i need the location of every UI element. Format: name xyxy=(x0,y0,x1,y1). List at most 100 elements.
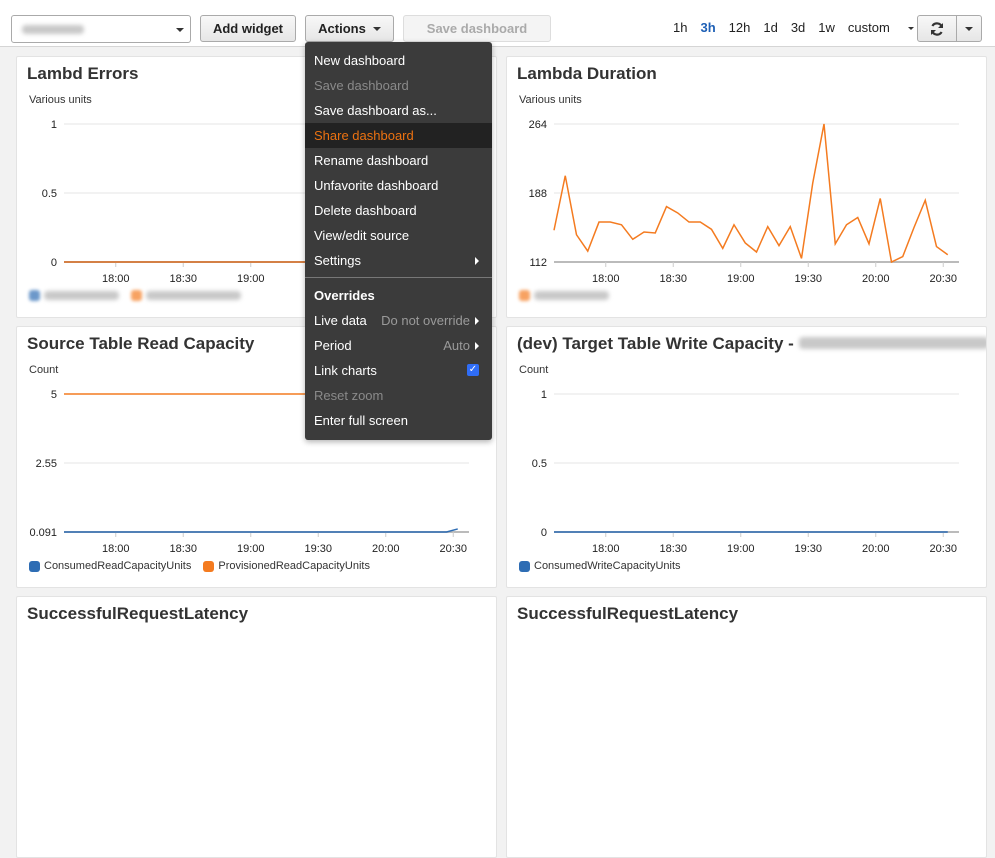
x-tick-label: 19:00 xyxy=(237,543,265,555)
series-line-0 xyxy=(64,528,458,533)
live-data-label: Live data xyxy=(314,313,367,328)
chevron-right-icon xyxy=(475,317,479,325)
chart[interactable]: 1 0.5 0 18:00 18:30 19:00 19:30 20:00 20:30 xyxy=(507,327,987,557)
link-charts-label: Link charts xyxy=(314,363,377,378)
add-widget-button[interactable]: Add widget xyxy=(200,15,296,42)
x-tick-label: 19:30 xyxy=(794,543,822,555)
legend xyxy=(29,290,249,301)
x-tick-label: 18:00 xyxy=(102,543,130,555)
y-axis-unit: Various units xyxy=(29,94,92,106)
range-1h[interactable]: 1h xyxy=(673,20,688,35)
menu-new-dashboard[interactable]: New dashboard xyxy=(314,53,406,68)
x-tick-label: 20:30 xyxy=(439,543,467,555)
y-tick-label: 0 xyxy=(51,257,57,269)
range-12h[interactable]: 12h xyxy=(728,20,751,35)
y-tick-label: 1 xyxy=(51,119,57,131)
x-tick-label: 19:30 xyxy=(304,543,332,555)
refresh-button[interactable] xyxy=(917,15,957,42)
x-tick-label: 18:30 xyxy=(659,273,687,285)
range-3h[interactable]: 3h xyxy=(700,20,716,35)
legend-swatch[interactable] xyxy=(131,290,142,301)
x-tick-label: 20:00 xyxy=(372,543,400,555)
legend-swatch[interactable] xyxy=(203,560,215,572)
legend-swatch[interactable] xyxy=(519,290,530,301)
menu-view-edit-source[interactable]: View/edit source xyxy=(314,228,410,243)
menu-divider xyxy=(305,277,492,278)
range-1d[interactable]: 1d xyxy=(763,20,778,35)
widget-title: SuccessfulRequestLatency xyxy=(517,604,739,623)
chevron-down-icon xyxy=(907,27,914,31)
chart[interactable]: 264 188 112 18:00 18:30 19:00 19:30 20:00 20:30 xyxy=(507,57,987,287)
legend-label[interactable]: ConsumedWriteCapacityUnits xyxy=(534,560,681,572)
legend: ConsumedWriteCapacityUnits xyxy=(519,560,689,572)
y-tick-label: 112 xyxy=(529,257,547,269)
y-tick-label: 0.5 xyxy=(42,188,57,200)
menu-save-dashboard: Save dashboard xyxy=(314,78,409,93)
widget-title: Lambd Errors xyxy=(27,64,138,84)
widget-title: Source Table Read Capacity xyxy=(27,334,254,354)
period-label: Period xyxy=(314,338,352,353)
chevron-down-icon xyxy=(965,26,973,31)
widget-successful-request-latency-2: SuccessfulRequestLatency xyxy=(506,596,987,858)
settings-label: Settings xyxy=(314,253,361,268)
legend-swatch[interactable] xyxy=(519,560,530,572)
menu-unfavorite-dashboard[interactable]: Unfavorite dashboard xyxy=(314,178,439,193)
menu-period[interactable]: Period Auto xyxy=(305,333,492,358)
widget-1: Lambda Duration Various units 264 188 112 18:… xyxy=(506,56,987,318)
x-tick-label: 18:30 xyxy=(169,543,197,555)
range-custom[interactable]: custom xyxy=(848,20,927,35)
y-tick-label: 0.091 xyxy=(29,527,57,539)
toolbar: Add widget Actions Save dashboard 1h 3h … xyxy=(0,0,995,47)
period-value: Auto xyxy=(443,338,470,353)
legend-label[interactable] xyxy=(44,291,119,300)
time-range-selector: 1h 3h 12h 1d 3d 1w custom xyxy=(673,20,940,35)
menu-delete-dashboard[interactable]: Delete dashboard xyxy=(314,203,417,218)
link-charts-checkbox[interactable]: ✓ xyxy=(467,364,479,376)
refresh-icon xyxy=(930,21,944,36)
y-tick-label: 5 xyxy=(51,389,57,401)
menu-save-dashboard-as[interactable]: Save dashboard as... xyxy=(314,103,437,118)
legend-swatch[interactable] xyxy=(29,290,40,301)
live-data-value: Do not override xyxy=(381,313,470,328)
x-tick-label: 19:00 xyxy=(727,273,755,285)
save-dashboard-label: Save dashboard xyxy=(426,21,528,36)
x-tick-label: 18:00 xyxy=(592,543,620,555)
menu-settings[interactable]: Settings xyxy=(305,248,492,273)
overrides-header: Overrides xyxy=(314,288,375,303)
widget-3: (dev) Target Table Write Capacity - Coun… xyxy=(506,326,987,588)
menu-share-dashboard[interactable]: Share dashboard xyxy=(305,123,492,148)
range-3d[interactable]: 3d xyxy=(790,20,806,35)
chevron-down-icon xyxy=(372,26,381,31)
widget-title-text: Lambd Errors xyxy=(27,64,139,83)
x-tick-label: 20:30 xyxy=(929,273,957,285)
chevron-down-icon xyxy=(176,28,184,32)
save-dashboard-button[interactable]: Save dashboard xyxy=(403,15,551,42)
legend-label[interactable]: ProvisionedReadCapacityUnits xyxy=(218,560,370,572)
x-tick-label: 18:00 xyxy=(592,273,620,285)
add-widget-label: Add widget xyxy=(212,21,284,36)
legend-label[interactable] xyxy=(534,291,609,300)
widget-title-text: Lambda Duration xyxy=(517,64,657,83)
legend-swatch[interactable] xyxy=(29,560,40,572)
actions-menu: New dashboard Save dashboard Save dashbo… xyxy=(305,42,492,440)
legend: ConsumedReadCapacityUnits ProvisionedRead… xyxy=(29,560,378,572)
y-axis-unit: Count xyxy=(519,364,549,376)
legend-label[interactable] xyxy=(146,291,241,300)
x-tick-label: 18:30 xyxy=(659,543,687,555)
refresh-options-button[interactable] xyxy=(956,15,982,42)
dashboard-select[interactable] xyxy=(11,15,191,43)
range-1w[interactable]: 1w xyxy=(818,20,835,35)
menu-rename-dashboard[interactable]: Rename dashboard xyxy=(314,153,429,168)
dashboard-name-redacted xyxy=(22,25,84,34)
custom-label: custom xyxy=(847,20,890,35)
x-tick-label: 19:00 xyxy=(727,543,755,555)
menu-enter-full-screen[interactable]: Enter full screen xyxy=(314,413,408,428)
menu-live-data[interactable]: Live data Do not override xyxy=(305,308,492,333)
menu-link-charts[interactable]: Link charts ✓ xyxy=(305,358,492,383)
widget-title: Lambda Duration xyxy=(517,64,657,84)
series-line-0 xyxy=(553,123,949,264)
actions-button[interactable]: Actions xyxy=(305,15,394,42)
chevron-right-icon xyxy=(475,342,479,350)
legend-label[interactable]: ConsumedReadCapacityUnits xyxy=(44,560,192,572)
y-tick-label: 2.55 xyxy=(36,458,57,470)
